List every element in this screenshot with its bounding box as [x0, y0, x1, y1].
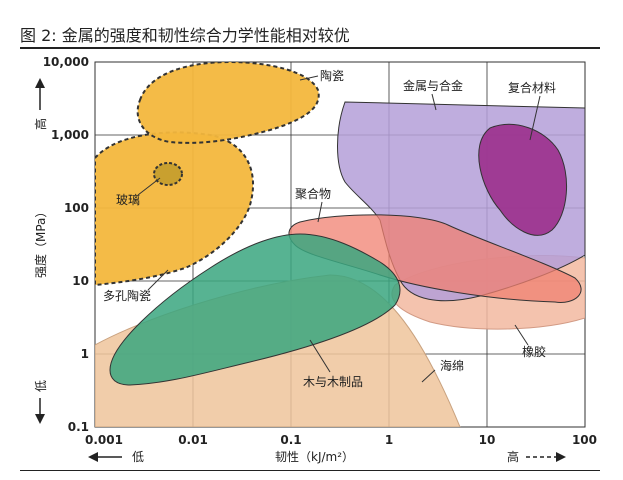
label-sponge: 海绵 — [440, 358, 464, 373]
x-high-label: 高 — [507, 449, 519, 464]
y-tick-label: 10 — [72, 274, 89, 288]
leader-rubber — [514, 324, 529, 346]
x-tick-label: 0.001 — [85, 433, 123, 447]
y-tick-label: 1,000 — [51, 128, 89, 142]
y-tick-labels: 10,000 1,000 100 10 1 0.1 — [43, 55, 89, 434]
leader-wood — [309, 339, 331, 373]
x-axis-high-indicator: 高 — [507, 449, 566, 464]
y-axis-low-indicator: 低 — [34, 380, 48, 424]
label-polymers: 聚合物 — [295, 186, 331, 201]
title-rule — [20, 47, 600, 49]
label-porous-ceramics: 多孔陶瓷 — [103, 288, 151, 303]
bottom-rule — [20, 470, 600, 471]
x-high-arrow-icon — [556, 452, 566, 462]
label-ceramics: 陶瓷 — [320, 68, 344, 83]
y-tick-label: 1 — [81, 347, 89, 361]
y-high-arrow-icon — [35, 78, 45, 88]
label-glass: 玻璃 — [116, 193, 140, 207]
x-tick-label: 0.01 — [178, 433, 208, 447]
y-tick-label: 0.1 — [68, 420, 89, 434]
region-ceramics — [136, 62, 320, 144]
x-tick-label: 10 — [479, 433, 496, 447]
y-tick-label: 10,000 — [43, 55, 89, 69]
label-composites: 复合材料 — [508, 80, 556, 95]
x-tick-label: 1 — [385, 433, 393, 447]
leader-sponge — [421, 369, 436, 383]
label-metals: 金属与合金 — [403, 78, 463, 93]
leader-ceramics — [299, 75, 319, 81]
x-tick-label: 100 — [572, 433, 597, 447]
y-axis-high-indicator: 高 — [33, 78, 48, 130]
y-low-arrow-icon — [35, 414, 45, 424]
x-low-arrow-icon — [88, 452, 98, 462]
leader-porous-ceramics — [147, 269, 169, 291]
leader-glass — [137, 177, 161, 196]
x-axis-title: 韧性（kJ/m²） — [275, 450, 354, 464]
y-tick-label: 100 — [64, 201, 89, 215]
leader-composites — [529, 95, 541, 141]
region-wood — [109, 233, 401, 386]
region-glass — [153, 162, 183, 186]
region-composites — [478, 124, 568, 236]
x-low-label: 低 — [132, 450, 144, 464]
y-low-label: 低 — [34, 380, 48, 392]
y-high-label: 高 — [33, 118, 48, 130]
label-rubber: 橡胶 — [522, 344, 546, 359]
leader-metals — [431, 93, 437, 111]
x-tick-labels: 0.001 0.01 0.1 1 10 100 — [85, 433, 597, 447]
leader-polymers — [317, 201, 323, 223]
x-axis-low-indicator: 低 — [88, 450, 144, 464]
figure-title: 图 2: 金属的强度和韧性综合力学性能相对较优 — [20, 26, 350, 45]
y-axis-title: 强度（MPa） — [33, 206, 48, 278]
x-tick-label: 0.1 — [280, 433, 301, 447]
label-wood: 木与木制品 — [303, 375, 363, 389]
